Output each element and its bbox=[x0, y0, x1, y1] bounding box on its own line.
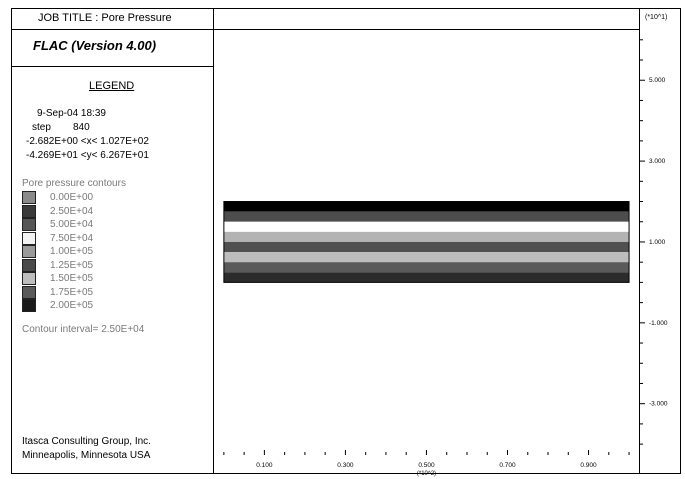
contour-band bbox=[223, 272, 630, 283]
legend-panel bbox=[11, 8, 214, 474]
contour-label: 1.50E+05 bbox=[50, 273, 94, 284]
y-tick-label: -1.000 bbox=[649, 320, 668, 327]
contour-label: 1.00E+05 bbox=[50, 246, 94, 257]
legend-step-label: step bbox=[32, 122, 51, 133]
company-location: Minneapolis, Minnesota USA bbox=[22, 450, 151, 461]
legend-y-range: -4.269E+01 <y< 6.267E+01 bbox=[26, 150, 149, 161]
contour-swatch bbox=[22, 204, 36, 218]
contour-label: 2.50E+04 bbox=[50, 205, 94, 217]
y-scale-label: (*10^1) bbox=[645, 14, 668, 21]
y-tick-label: -3.000 bbox=[649, 401, 668, 408]
contour-band bbox=[223, 252, 630, 263]
x-tick-label: 0.700 bbox=[499, 462, 516, 469]
contour-band bbox=[223, 211, 630, 222]
contour-band bbox=[223, 231, 630, 242]
company-name: Itasca Consulting Group, Inc. bbox=[22, 436, 151, 447]
contour-band bbox=[223, 201, 630, 212]
contour-swatch bbox=[22, 272, 36, 285]
contour-interval: Contour interval= 2.50E+04 bbox=[22, 324, 145, 335]
program-name: FLAC (Version 4.00) bbox=[33, 38, 157, 53]
contour-label: 0.00E+00 bbox=[50, 192, 94, 203]
legend-date: 9-Sep-04 18:39 bbox=[37, 108, 106, 119]
legend-step-value: 840 bbox=[73, 122, 90, 133]
program-box bbox=[11, 29, 214, 67]
legend-x-range: -2.682E+00 <x< 1.027E+02 bbox=[26, 136, 149, 147]
contour-swatch bbox=[22, 231, 36, 245]
y-tick-label: 5.000 bbox=[649, 77, 666, 84]
y-tick-label: 1.000 bbox=[649, 239, 666, 246]
contour-band bbox=[223, 221, 630, 232]
contour-label: 5.00E+04 bbox=[50, 219, 94, 230]
y-axis-strip bbox=[639, 8, 681, 474]
contour-swatch bbox=[22, 191, 36, 204]
legend-heading: LEGEND bbox=[89, 80, 135, 92]
x-tick-label: 0.100 bbox=[256, 462, 273, 469]
contours-title: Pore pressure contours bbox=[22, 178, 126, 189]
contour-label: 1.75E+05 bbox=[50, 286, 94, 298]
x-tick-label: 0.500 bbox=[418, 462, 435, 469]
y-tick-label: 3.000 bbox=[649, 158, 666, 165]
x-tick-label: 0.900 bbox=[580, 462, 597, 469]
contour-band bbox=[223, 241, 630, 253]
contour-swatch bbox=[22, 258, 36, 272]
contour-label: 7.50E+04 bbox=[50, 232, 94, 244]
x-tick-label: 0.300 bbox=[337, 462, 354, 469]
band-outline bbox=[223, 201, 630, 283]
job-title: JOB TITLE : Pore Pressure bbox=[38, 12, 172, 24]
x-scale-label: (*10^2) bbox=[417, 471, 436, 477]
contour-band bbox=[223, 262, 630, 273]
contour-swatch bbox=[22, 299, 36, 312]
contour-label: 1.25E+05 bbox=[50, 259, 94, 271]
contour-swatch bbox=[22, 218, 36, 231]
contour-label: 2.00E+05 bbox=[50, 300, 94, 311]
contour-swatch bbox=[22, 245, 36, 258]
contour-swatch bbox=[22, 285, 36, 299]
